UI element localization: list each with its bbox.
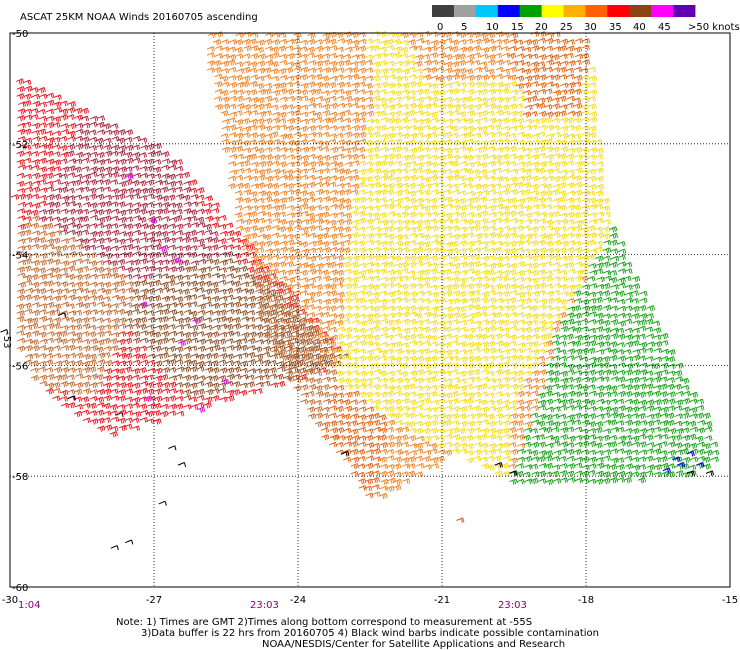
wind-barb-magenta [172, 256, 182, 264]
lat-label: -54 [12, 251, 28, 262]
legend-swatch [519, 5, 542, 17]
legend-label: 35 [609, 22, 622, 33]
legend-label: 10 [486, 22, 499, 33]
legend-swatch [673, 5, 696, 17]
wind-barb-contaminated [341, 450, 350, 457]
lat-label: -58 [12, 472, 28, 483]
legend-label: 40 [633, 22, 646, 33]
lon-label: -27 [146, 595, 162, 606]
legend-label: 0 [437, 22, 443, 33]
lat-label: -52 [12, 140, 28, 151]
wind-barb-contaminated [0, 329, 9, 335]
legend-label: 25 [560, 22, 573, 33]
wind-barb-magenta [196, 406, 206, 413]
legend-label: 15 [511, 22, 524, 33]
wind-barb-contaminated [115, 412, 124, 418]
wind-barb-stray [456, 517, 465, 524]
legend-swatch [432, 5, 455, 17]
time-label-3: 23:03 [498, 600, 527, 611]
wind-barb-magenta [177, 340, 187, 347]
wind-barb-magenta [192, 317, 201, 325]
lon-label: -18 [578, 595, 594, 606]
legend-label: >50 knots [688, 22, 740, 33]
color-legend: 0 5 10 15 20 25 30 35 40 45 >50 knots [432, 5, 740, 33]
wind-swaths [0, 30, 720, 551]
wind-barb-contaminated [125, 539, 134, 545]
lon-label: -21 [434, 595, 450, 606]
note-line-2: 3)Data buffer is 22 hrs from 20160705 4)… [141, 628, 599, 639]
wind-barbs-red [10, 78, 342, 438]
legend-swatch [563, 5, 586, 17]
lon-label: -24 [290, 595, 306, 606]
map-frame [9, 32, 731, 588]
wind-barbs-brownred [38, 115, 234, 281]
wind-barb-magenta [148, 218, 158, 225]
wind-barb-contaminated [110, 545, 119, 551]
lon-label: -30 [2, 595, 18, 606]
note-line-3: NOAA/NESDIS/Center for Satellite Applica… [262, 639, 566, 650]
wind-barb-stray [331, 434, 340, 440]
map-title: ASCAT 25KM NOAA Winds 20160705 ascending [20, 12, 258, 23]
legend-swatch [607, 5, 630, 17]
legend-label: 20 [535, 22, 548, 33]
legend-swatch [585, 5, 608, 17]
wind-barbs-orange [206, 30, 589, 500]
wind-barb-contaminated [67, 395, 76, 401]
wind-barb-contaminated [168, 445, 177, 451]
legend-swatch [629, 5, 652, 17]
wind-barb-blue [696, 461, 705, 468]
note-line-1: Note: 1) Times are GMT 2)Times along bot… [116, 617, 533, 628]
wind-barb-contaminated [494, 462, 503, 468]
time-label-2: 23:03 [250, 600, 279, 611]
wind-barb-blue [672, 456, 681, 463]
wind-barb-contaminated [705, 470, 715, 477]
axis-labels: -30 -27 -24 -21 -18 -15 -50 -52 -54 -56 -58 -60 -53 [1, 29, 738, 606]
wind-barb-magenta [144, 395, 153, 402]
legend-swatch [475, 5, 499, 17]
wind-barb-blue [676, 461, 686, 468]
legend-label: 45 [658, 22, 671, 33]
wind-barb-contaminated [509, 470, 518, 477]
lat-lon-grid [10, 33, 730, 587]
lat-label: -50 [12, 29, 28, 40]
lat-minor-label: -53 [1, 332, 12, 348]
lat-label: -60 [12, 583, 28, 594]
wind-barb-magenta [139, 301, 148, 308]
wind-barbs-tan [249, 269, 338, 428]
legend-swatch [497, 5, 521, 17]
wind-barb-contaminated [158, 500, 167, 506]
wind-barb-blue [686, 450, 695, 457]
legend-label: 5 [461, 22, 467, 33]
time-label-1: 1:04 [18, 600, 40, 611]
wind-barbs-darkorange [320, 31, 591, 499]
wind-barb-magenta [158, 245, 167, 253]
wind-barb-contaminated [177, 462, 187, 468]
wind-barb-contaminated [686, 470, 695, 477]
legend-label: 30 [584, 22, 597, 33]
wind-barb-magenta [124, 173, 134, 181]
legend-swatch [651, 5, 674, 17]
lon-label: -15 [722, 595, 738, 606]
wind-barb-blue [662, 467, 671, 474]
wind-barb-contaminated [57, 312, 67, 318]
wind-barbs-green [509, 226, 720, 486]
wind-barb-magenta [220, 378, 230, 386]
legend-swatch [541, 5, 564, 17]
wind-barbs-tan [16, 215, 135, 396]
lat-label: -56 [12, 361, 28, 372]
legend-swatch [453, 5, 477, 17]
